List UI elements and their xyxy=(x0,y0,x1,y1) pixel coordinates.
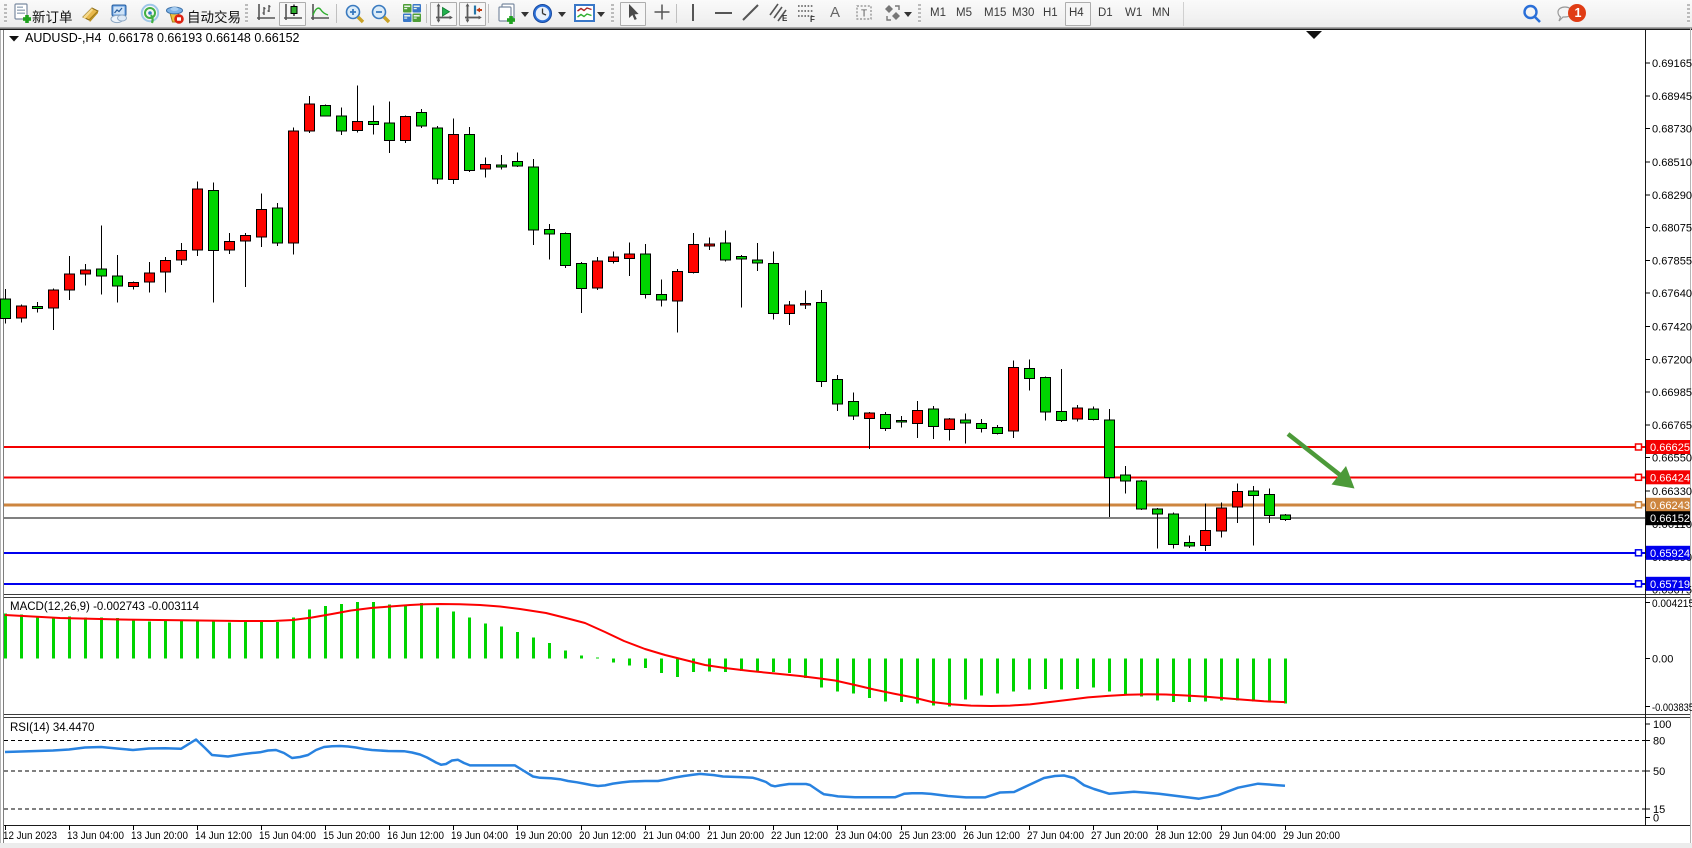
svg-text:15 Jun 20:00: 15 Jun 20:00 xyxy=(323,830,380,842)
svg-text:13 Jun 04:00: 13 Jun 04:00 xyxy=(67,830,124,842)
svg-text:0.66550: 0.66550 xyxy=(1652,453,1692,465)
svg-text:0.68075: 0.68075 xyxy=(1652,223,1692,235)
svg-text:20 Jun 12:00: 20 Jun 12:00 xyxy=(579,830,636,842)
svg-text:0.66424: 0.66424 xyxy=(1650,472,1690,484)
svg-text:21 Jun 04:00: 21 Jun 04:00 xyxy=(643,830,700,842)
svg-text:0.66243: 0.66243 xyxy=(1650,500,1690,512)
svg-text:19 Jun 04:00: 19 Jun 04:00 xyxy=(451,830,508,842)
svg-text:AUDUSD-,H4 0.66178 0.66193 0.: AUDUSD-,H4 0.66178 0.66193 0.66148 0.661… xyxy=(25,31,300,45)
svg-text:15 Jun 04:00: 15 Jun 04:00 xyxy=(259,830,316,842)
svg-text:RSI(14) 34.4470: RSI(14) 34.4470 xyxy=(10,722,94,734)
svg-text:0.68730: 0.68730 xyxy=(1652,124,1692,136)
svg-text:28 Jun 12:00: 28 Jun 12:00 xyxy=(1155,830,1212,842)
svg-text:0.67640: 0.67640 xyxy=(1652,288,1692,300)
svg-text:29 Jun 04:00: 29 Jun 04:00 xyxy=(1219,830,1276,842)
svg-text:-0.003835: -0.003835 xyxy=(1652,702,1692,714)
svg-text:23 Jun 04:00: 23 Jun 04:00 xyxy=(835,830,892,842)
svg-text:13 Jun 20:00: 13 Jun 20:00 xyxy=(131,830,188,842)
svg-text:50: 50 xyxy=(1653,766,1665,778)
svg-text:12 Jun 2023: 12 Jun 2023 xyxy=(3,830,57,842)
svg-text:100: 100 xyxy=(1653,719,1671,731)
svg-text:0.66765: 0.66765 xyxy=(1652,420,1692,432)
svg-text:0.68945: 0.68945 xyxy=(1652,91,1692,103)
svg-text:16 Jun 12:00: 16 Jun 12:00 xyxy=(387,830,444,842)
svg-text:0.66330: 0.66330 xyxy=(1652,486,1692,498)
svg-text:1: 1 xyxy=(1575,6,1582,20)
svg-text:27 Jun 04:00: 27 Jun 04:00 xyxy=(1027,830,1084,842)
svg-text:0.68290: 0.68290 xyxy=(1652,190,1692,202)
svg-text:25 Jun 23:00: 25 Jun 23:00 xyxy=(899,830,956,842)
svg-text:0.00: 0.00 xyxy=(1652,654,1673,666)
svg-text:0.66985: 0.66985 xyxy=(1652,387,1692,399)
svg-text:0.67200: 0.67200 xyxy=(1652,355,1692,367)
svg-text:80: 80 xyxy=(1653,736,1665,748)
svg-text:19 Jun 20:00: 19 Jun 20:00 xyxy=(515,830,572,842)
svg-text:15: 15 xyxy=(1653,804,1665,816)
svg-text:0.67855: 0.67855 xyxy=(1652,256,1692,268)
svg-text:0.66625: 0.66625 xyxy=(1650,442,1690,454)
svg-text:22 Jun 12:00: 22 Jun 12:00 xyxy=(771,830,828,842)
svg-text:29 Jun 20:00: 29 Jun 20:00 xyxy=(1283,830,1340,842)
svg-text:T: T xyxy=(861,9,867,20)
svg-text:14 Jun 12:00: 14 Jun 12:00 xyxy=(195,830,252,842)
svg-text:F: F xyxy=(810,15,815,23)
svg-text:E: E xyxy=(782,14,788,23)
svg-text:26 Jun 12:00: 26 Jun 12:00 xyxy=(963,830,1020,842)
svg-text:0.69165: 0.69165 xyxy=(1652,58,1692,70)
svg-text:0.65924: 0.65924 xyxy=(1650,548,1690,560)
svg-text:0: 0 xyxy=(1653,813,1659,825)
svg-text:0.68510: 0.68510 xyxy=(1652,157,1692,169)
svg-text:21 Jun 20:00: 21 Jun 20:00 xyxy=(707,830,764,842)
svg-text:27 Jun 20:00: 27 Jun 20:00 xyxy=(1091,830,1148,842)
svg-text:0.65719: 0.65719 xyxy=(1650,579,1690,591)
svg-text:MACD(12,26,9) -0.002743 -0.003: MACD(12,26,9) -0.002743 -0.003114 xyxy=(10,601,200,613)
svg-text:0.67420: 0.67420 xyxy=(1652,321,1692,333)
svg-text:0.66152: 0.66152 xyxy=(1650,513,1690,525)
svg-text:0.004215: 0.004215 xyxy=(1652,598,1692,610)
